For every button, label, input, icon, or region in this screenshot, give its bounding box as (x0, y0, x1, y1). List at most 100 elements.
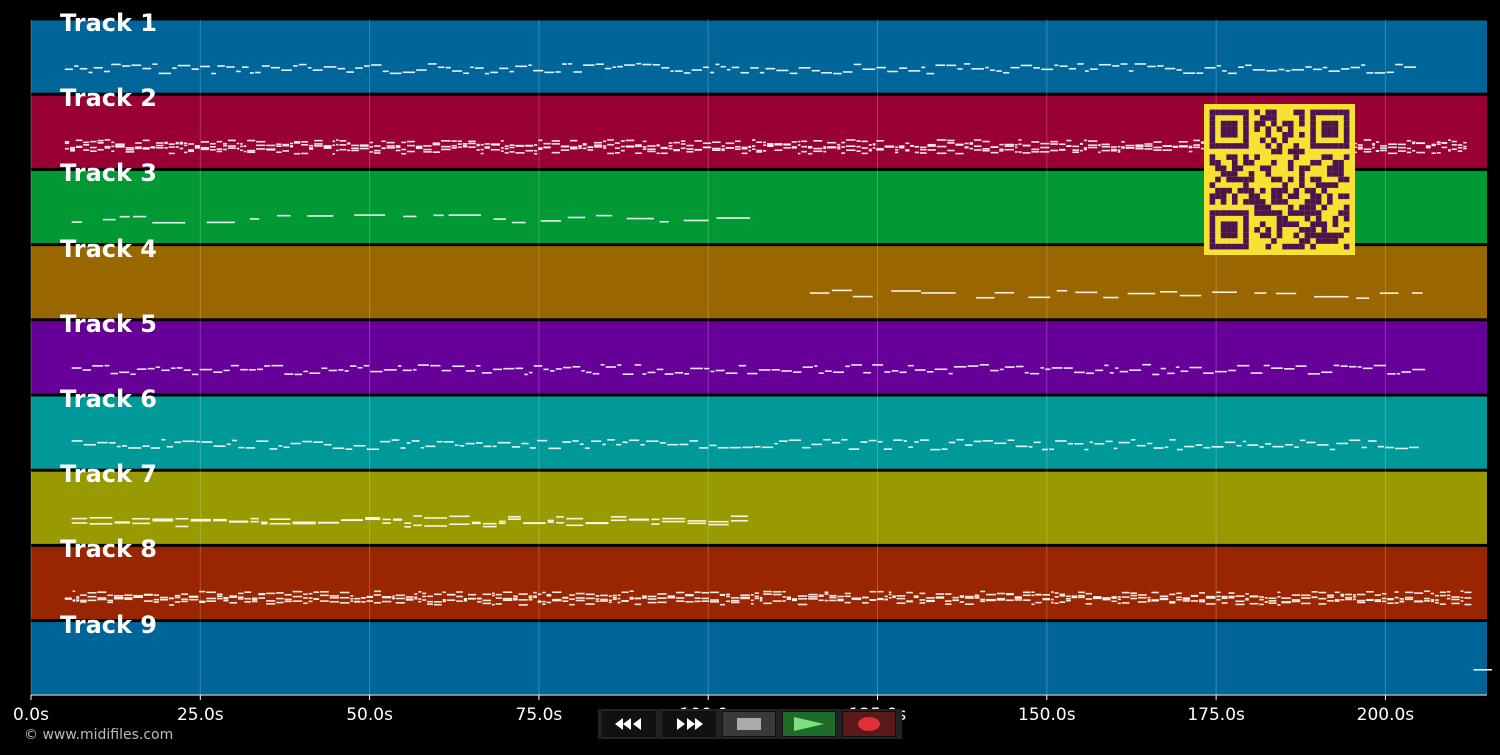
track-lane[interactable] (31, 20, 1487, 93)
note (232, 439, 238, 442)
note (1411, 292, 1423, 294)
note (868, 439, 877, 442)
note (1301, 597, 1311, 599)
note (833, 72, 842, 75)
note (1111, 600, 1117, 603)
note (883, 448, 892, 450)
note (1160, 291, 1178, 293)
note (80, 594, 87, 596)
note (480, 148, 484, 151)
note (896, 595, 906, 597)
note (1151, 591, 1159, 594)
note (944, 603, 952, 605)
note (524, 373, 528, 376)
note (965, 603, 974, 606)
note (829, 596, 837, 599)
note (1040, 142, 1050, 145)
note (452, 70, 462, 72)
note (612, 598, 617, 601)
note (528, 371, 533, 374)
note (116, 445, 121, 448)
note (1399, 600, 1405, 603)
note (320, 594, 329, 597)
note (721, 145, 725, 147)
note (1040, 367, 1045, 369)
note (896, 602, 906, 604)
rewind-button[interactable] (602, 711, 656, 737)
note (71, 221, 82, 223)
record-button[interactable] (842, 711, 896, 737)
note (872, 143, 876, 145)
note (465, 370, 475, 372)
note (846, 149, 856, 152)
track-lane[interactable] (31, 622, 1487, 695)
note (786, 596, 792, 599)
note (196, 440, 201, 443)
note (1189, 366, 1202, 369)
note (1398, 150, 1406, 152)
track-lane[interactable] (31, 321, 1487, 394)
note (595, 598, 600, 600)
note (1352, 594, 1357, 596)
note (617, 65, 623, 68)
note (1412, 142, 1416, 145)
note (1334, 599, 1340, 601)
note (585, 603, 595, 605)
note (944, 593, 952, 595)
track-lane[interactable] (31, 546, 1487, 620)
note (188, 150, 194, 153)
note (884, 145, 895, 148)
note (332, 140, 336, 143)
note (446, 593, 456, 596)
note (533, 591, 537, 594)
stop-button[interactable] (722, 711, 776, 737)
note (381, 147, 386, 150)
note (863, 371, 872, 374)
note (941, 448, 948, 450)
note (199, 368, 213, 371)
fast-forward-button[interactable] (662, 711, 716, 737)
note (657, 597, 667, 599)
note (608, 599, 612, 602)
note (159, 598, 169, 601)
record-icon (858, 717, 880, 731)
note (548, 447, 562, 450)
rewind-icon (615, 718, 641, 730)
note (562, 441, 572, 443)
note (257, 368, 263, 371)
note (982, 148, 990, 150)
note (935, 593, 945, 595)
note (404, 526, 412, 528)
note (366, 600, 374, 602)
note (227, 139, 236, 142)
note (767, 142, 774, 145)
note (1072, 145, 1080, 148)
note (1059, 593, 1066, 596)
note (1446, 590, 1451, 593)
note (572, 440, 579, 442)
note (1284, 368, 1295, 370)
note (1377, 445, 1384, 448)
note (848, 448, 860, 450)
note (359, 147, 369, 150)
note (212, 519, 227, 522)
note (509, 151, 515, 153)
note (1387, 373, 1396, 375)
track-lane[interactable] (31, 471, 1487, 544)
note (244, 601, 252, 603)
note (715, 63, 720, 66)
note (463, 599, 468, 602)
note (1135, 145, 1144, 148)
note (1424, 597, 1430, 600)
note (442, 591, 446, 594)
note (247, 151, 256, 154)
play-button[interactable] (782, 711, 836, 737)
note (320, 600, 329, 602)
track-lane[interactable] (31, 246, 1487, 319)
note (323, 66, 337, 68)
note (169, 604, 174, 606)
track-lane[interactable] (31, 396, 1487, 469)
note (217, 65, 225, 67)
note (307, 215, 334, 217)
note (350, 597, 354, 600)
